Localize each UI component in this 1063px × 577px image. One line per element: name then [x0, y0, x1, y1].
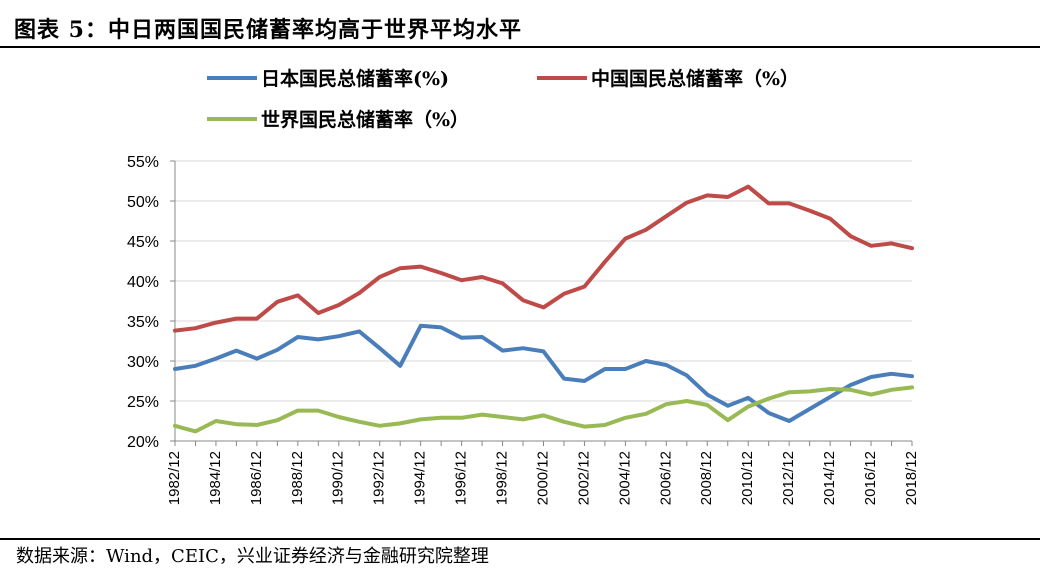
- source-note: 数据来源：Wind，CEIC，兴业证券经济与金融研究院整理: [16, 546, 489, 567]
- x-tick-label: 2018/12: [903, 451, 920, 505]
- x-tick-label: 1990/12: [330, 451, 347, 505]
- axes: 20% 25% 30% 35% 40% 45% 50% 55% 1982/12 1984/12 19…: [127, 154, 920, 505]
- y-tick-label: 35%: [127, 314, 159, 331]
- legend-label-world: 世界国民总储蓄率（%）: [261, 108, 469, 131]
- line-chart: 20% 25% 30% 35% 40% 45% 50% 55% 1982/12 1984/12 19…: [127, 67, 920, 505]
- y-tick-label: 40%: [127, 274, 159, 291]
- y-tick-label: 25%: [127, 394, 159, 411]
- series-lines: [173, 184, 914, 434]
- x-tick-label: 1984/12: [207, 451, 224, 505]
- x-tick-label: 2016/12: [862, 451, 879, 505]
- legend: 日本国民总储蓄率(%) 中国国民总储蓄率（%） 世界国民总储蓄率（%）: [207, 67, 799, 131]
- y-tick-label: 45%: [127, 234, 159, 251]
- y-tick-label: 30%: [127, 354, 159, 371]
- series-line-china: [173, 184, 914, 333]
- series-line-world: [173, 385, 914, 434]
- x-tick-label: 1996/12: [453, 451, 470, 505]
- x-tick-label: 1994/12: [412, 451, 429, 505]
- x-tick-label: 1988/12: [289, 451, 306, 505]
- x-tick-label: 1982/12: [166, 451, 183, 505]
- y-tick-label: 50%: [127, 194, 159, 211]
- title-rule: [0, 46, 1040, 48]
- series-line-japan: [173, 323, 914, 423]
- legend-label-japan: 日本国民总储蓄率(%): [261, 67, 449, 90]
- source-rule: [0, 538, 1040, 540]
- figure-title: 图表 5：中日两国国民储蓄率均高于世界平均水平: [14, 17, 522, 43]
- x-tick-label: 2010/12: [739, 451, 756, 505]
- x-tick-label: 1992/12: [371, 451, 388, 505]
- x-tick-label: 1998/12: [494, 451, 511, 505]
- x-tick-label: 2014/12: [821, 451, 838, 505]
- x-tick-label: 2002/12: [575, 451, 592, 505]
- x-tick-label: 2012/12: [780, 451, 797, 505]
- gridlines: [175, 160, 912, 402]
- x-tick-label: 2008/12: [698, 451, 715, 505]
- x-tick-label: 2006/12: [657, 451, 674, 505]
- legend-label-china: 中国国民总储蓄率（%）: [591, 67, 799, 90]
- y-tick-label: 55%: [127, 154, 159, 171]
- x-tick-label: 2000/12: [534, 451, 551, 505]
- x-tick-label: 2004/12: [616, 451, 633, 505]
- x-tick-label: 1986/12: [248, 451, 265, 505]
- y-tick-label: 20%: [127, 434, 159, 451]
